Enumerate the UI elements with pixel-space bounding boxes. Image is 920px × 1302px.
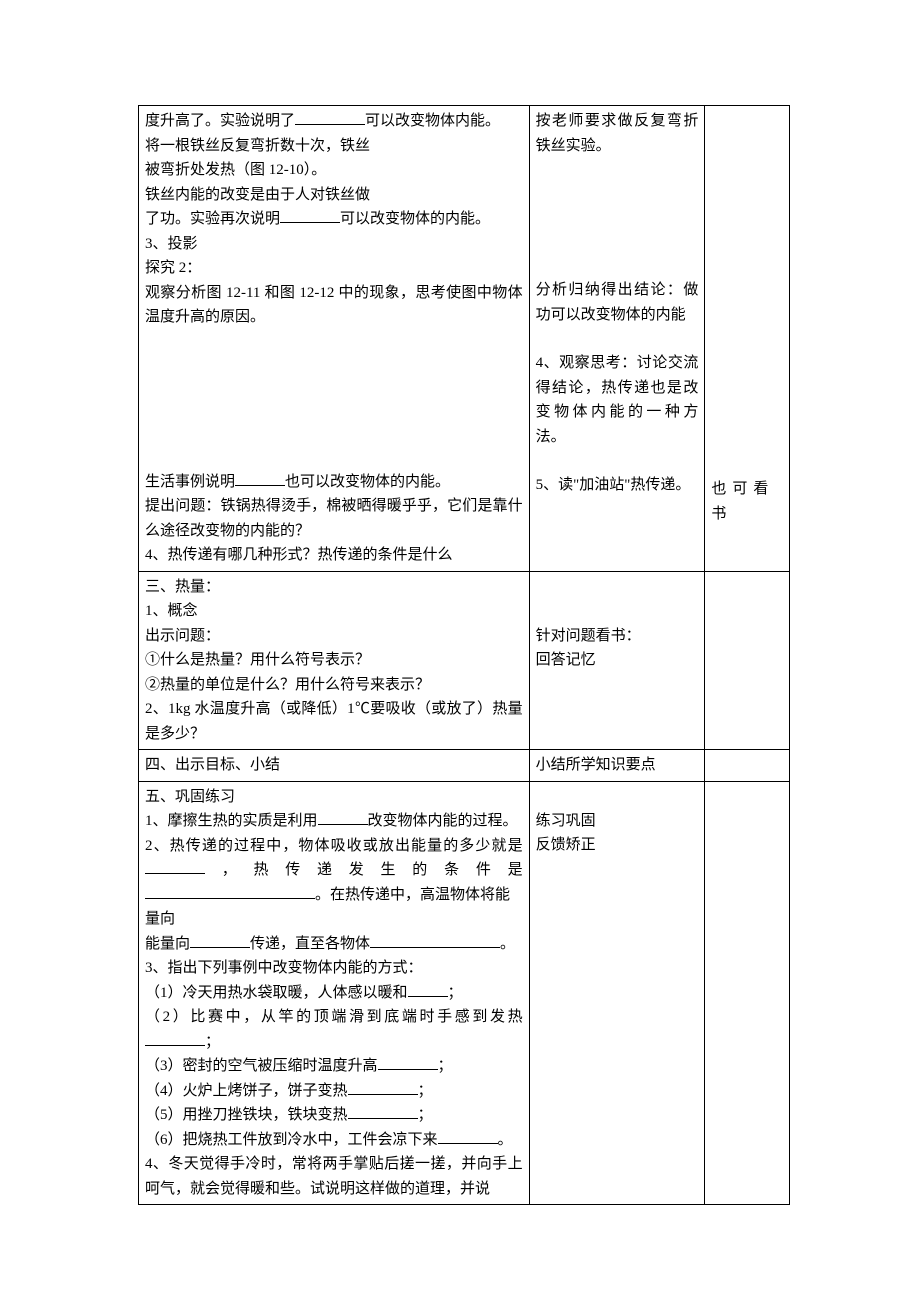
text: 度升高了。实验说明了可以改变物体内能。: [145, 109, 523, 134]
text: 练习巩固: [536, 809, 699, 834]
spacer: [536, 327, 699, 351]
cell-notes: [705, 750, 790, 782]
text: 2、热传递的过程中，物体吸收或放出能量的多少就是: [145, 834, 523, 859]
text: 3、指出下列事例中改变物体内能的方式：: [145, 956, 523, 981]
text: （1）冷天用热水袋取暖，人体感以暖和；: [145, 981, 523, 1006]
text: 观察分析图 12-11 和图 12-12 中的现象，思考使图中物体温度升高的原因…: [145, 281, 523, 330]
text: 反馈矫正: [536, 833, 699, 858]
text: （4）火炉上烤饼子，饼子变热；: [145, 1079, 523, 1104]
text: （6）把烧热工件放到冷水中，工件会凉下来。: [145, 1128, 523, 1153]
cell-student-activity: 小结所学知识要点: [529, 750, 705, 782]
table-row: 度升高了。实验说明了可以改变物体内能。 将一根铁丝反复弯折数十次，铁丝 被弯折处…: [139, 106, 790, 572]
text: （5）用挫刀挫铁块，铁块变热；: [145, 1103, 523, 1128]
spacer: [145, 330, 523, 470]
text: 能量向传递，直至各物体。: [145, 932, 523, 957]
text: 五、巩固练习: [145, 785, 523, 810]
text: 3、投影: [145, 232, 523, 257]
text: 5、读"加油站"热传递。: [536, 473, 699, 498]
cell-student-activity: 针对问题看书： 回答记忆: [529, 571, 705, 750]
text: ②热量的单位是什么？用什么符号来表示？: [145, 673, 523, 698]
text: 了功。实验再次说明可以改变物体的内能。: [145, 207, 523, 232]
cell-teacher-activity: 五、巩固练习 1、摩擦生热的实质是利用改变物体内能的过程。 2、热传递的过程中，…: [139, 781, 530, 1205]
text: 出示问题：: [145, 624, 523, 649]
cell-notes: 也可看书: [705, 106, 790, 572]
text: 4、观察思考：讨论交流得结论，热传递也是改变物体内能的一种方法。: [536, 351, 699, 449]
text: 2、1kg 水温度升高（或降低）1℃要吸收（或放了）热量是多少？: [145, 697, 523, 746]
cell-notes: [705, 571, 790, 750]
text: 也可看书: [711, 477, 783, 526]
spacer: [711, 109, 783, 477]
text: （3）密封的空气被压缩时温度升高；: [145, 1054, 523, 1079]
text: 4、冬天觉得手冷时，常将两手掌贴后搓一搓，并向手上呵气，就会觉得暖和些。试说明这…: [145, 1152, 523, 1201]
text: 。在热传递中，高温物体将能量向: [145, 883, 523, 932]
table-row: 五、巩固练习 1、摩擦生热的实质是利用改变物体内能的过程。 2、热传递的过程中，…: [139, 781, 790, 1205]
cell-teacher-activity: 四、出示目标、小结: [139, 750, 530, 782]
text: 被弯折处发热（图 12-10）。: [145, 158, 523, 183]
table-row: 三、热量： 1、概念 出示问题： ①什么是热量？用什么符号表示？ ②热量的单位是…: [139, 571, 790, 750]
text: 1、摩擦生热的实质是利用改变物体内能的过程。: [145, 809, 523, 834]
table-row: 四、出示目标、小结 小结所学知识要点: [139, 750, 790, 782]
cell-notes: [705, 781, 790, 1205]
text: 生活事例说明也可以改变物体的内能。: [145, 470, 523, 495]
spacer: [536, 575, 699, 624]
text: 将一根铁丝反复弯折数十次，铁丝: [145, 134, 523, 159]
spacer: [536, 449, 699, 473]
cell-teacher-activity: 度升高了。实验说明了可以改变物体内能。 将一根铁丝反复弯折数十次，铁丝 被弯折处…: [139, 106, 530, 572]
text: 回答记忆: [536, 648, 699, 673]
text: 探究 2：: [145, 256, 523, 281]
text: ，热传递发生的条件是: [145, 858, 523, 883]
text: 提出问题：铁锅热得烫手，棉被晒得暖乎乎，它们是靠什么途径改变物的内能的？: [145, 494, 523, 543]
text: 针对问题看书：: [536, 624, 699, 649]
text: 1、概念: [145, 599, 523, 624]
cell-teacher-activity: 三、热量： 1、概念 出示问题： ①什么是热量？用什么符号表示？ ②热量的单位是…: [139, 571, 530, 750]
text: 按老师要求做反复弯折铁丝实验。: [536, 109, 699, 158]
lesson-table: 度升高了。实验说明了可以改变物体内能。 将一根铁丝反复弯折数十次，铁丝 被弯折处…: [138, 105, 790, 1205]
text: 铁丝内能的改变是由于人对铁丝做: [145, 183, 523, 208]
document-page: 度升高了。实验说明了可以改变物体内能。 将一根铁丝反复弯折数十次，铁丝 被弯折处…: [0, 0, 920, 1265]
text: ①什么是热量？用什么符号表示？: [145, 648, 523, 673]
text: ；: [145, 1030, 523, 1055]
text: 4、热传递有哪几种形式？热传递的条件是什么: [145, 543, 523, 568]
text: （2）比赛中，从竿的顶端滑到底端时手感到发热: [145, 1005, 523, 1030]
spacer: [536, 158, 699, 278]
text: 分析归纳得出结论：做功可以改变物体的内能: [536, 278, 699, 327]
cell-student-activity: 练习巩固 反馈矫正: [529, 781, 705, 1205]
spacer: [536, 785, 699, 809]
text: 三、热量：: [145, 575, 523, 600]
cell-student-activity: 按老师要求做反复弯折铁丝实验。 分析归纳得出结论：做功可以改变物体的内能 4、观…: [529, 106, 705, 572]
